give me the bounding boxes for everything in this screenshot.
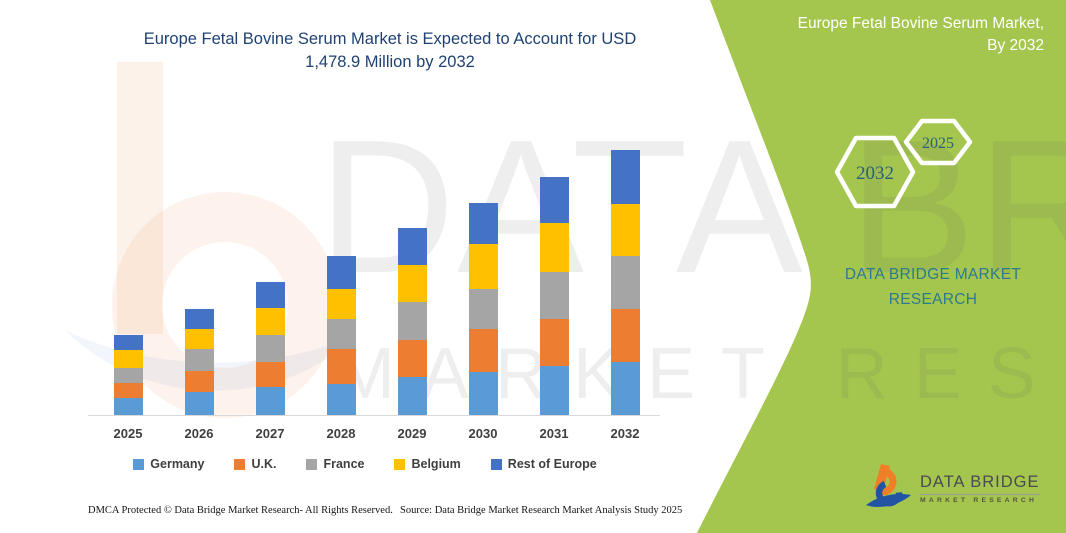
hexagon-2032	[834, 135, 916, 209]
bar-segment-u-k--2026	[184, 371, 214, 393]
legend-swatch	[490, 458, 502, 470]
stacked-bar-chart: 2025 2026 2027 2028 2029 2030 2031 2032	[113, 150, 640, 441]
legend-label: Rest of Europe	[507, 457, 597, 471]
x-tick-2025: 2025	[113, 426, 143, 441]
bar-segment-germany-2025	[113, 398, 143, 415]
hexagon-2025-label: 2025	[922, 135, 954, 152]
side-panel-heading-line1: Europe Fetal Bovine Serum Market,	[797, 15, 1044, 32]
bar-2032	[610, 150, 640, 415]
x-tick-2027: 2027	[255, 426, 285, 441]
logo-subtitle: MARKET RESEARCH	[920, 496, 1038, 504]
bar-segment-germany-2030	[468, 371, 498, 415]
legend-swatch	[133, 458, 145, 470]
bar-2025	[113, 334, 143, 415]
bar-segment-rest-of-europe-2031	[539, 177, 569, 224]
hexagon-2032-label: 2032	[856, 163, 894, 184]
legend-item-belgium: Belgium	[394, 457, 461, 471]
bar-segment-france-2025	[113, 368, 143, 384]
watermark-text-databridge: DATA BRIDGE	[318, 101, 1066, 313]
legend-item-rest-of-europe: Rest of Europe	[490, 457, 597, 471]
bar-segment-rest-of-europe-2029	[397, 227, 427, 265]
chart-title-line1: Europe Fetal Bovine Serum Market is Expe…	[143, 30, 637, 48]
bar-segment-france-2026	[184, 349, 214, 372]
bar-segment-belgium-2032	[610, 203, 640, 256]
hexagon-2025	[903, 118, 973, 166]
databridge-logo-icon	[866, 464, 911, 507]
legend-swatch	[234, 458, 246, 470]
bar-segment-u-k--2028	[326, 349, 356, 384]
watermark-text-marketresearch: MARKET RESEARCH	[335, 334, 1066, 414]
bar-segment-germany-2029	[397, 376, 427, 415]
bar-2031	[539, 177, 569, 415]
bar-segment-belgium-2027	[255, 307, 285, 335]
bar-segment-rest-of-europe-2028	[326, 256, 356, 290]
bar-segment-rest-of-europe-2027	[255, 281, 285, 308]
x-tick-2032: 2032	[610, 426, 640, 441]
x-tick-2030: 2030	[468, 426, 498, 441]
bar-2030	[468, 203, 498, 415]
bar-segment-u-k--2027	[255, 361, 285, 387]
bar-segment-france-2027	[255, 334, 285, 362]
x-axis-line	[88, 415, 660, 416]
bar-segment-rest-of-europe-2030	[468, 203, 498, 245]
legend-item-germany: Germany	[133, 457, 204, 471]
x-tick-2029: 2029	[397, 426, 427, 441]
bar-segment-germany-2032	[610, 361, 640, 415]
bar-segment-belgium-2030	[468, 244, 498, 290]
bar-segment-rest-of-europe-2032	[610, 150, 640, 204]
bar-segment-belgium-2028	[326, 289, 356, 320]
chart-title-line2: 1,478.9 Million by 2032	[305, 53, 475, 71]
bar-segment-germany-2028	[326, 383, 356, 415]
bar-segment-rest-of-europe-2026	[184, 308, 214, 329]
legend-label: Belgium	[411, 457, 461, 471]
side-panel-heading: Europe Fetal Bovine Serum Market, By 203…	[744, 13, 1044, 57]
legend-item-u-k-: U.K.	[234, 457, 276, 471]
bar-segment-u-k--2030	[468, 328, 498, 372]
bar-segment-rest-of-europe-2025	[113, 334, 143, 350]
logo-title: DATA BRIDGE	[920, 473, 1040, 495]
legend-label: U.K.	[251, 457, 277, 471]
legend-item-france: France	[306, 457, 364, 471]
bar-segment-belgium-2031	[539, 223, 569, 273]
bar-segment-u-k--2029	[397, 339, 427, 377]
year-hexagons: 2032 2025	[834, 118, 973, 209]
legend-label: Germany	[150, 457, 205, 471]
bar-segment-belgium-2026	[184, 328, 214, 350]
legend-swatch	[306, 458, 318, 470]
legend-label: France	[323, 457, 365, 471]
source-note: Source: Data Bridge Market Research Mark…	[400, 505, 683, 516]
bar-segment-france-2028	[326, 319, 356, 350]
dmca-note: DMCA Protected © Data Bridge Market Rese…	[88, 505, 393, 516]
bar-2028	[326, 256, 356, 415]
bar-segment-u-k--2032	[610, 308, 640, 362]
bar-segment-germany-2026	[184, 392, 214, 415]
bar-segment-france-2029	[397, 301, 427, 340]
bar-segment-germany-2027	[255, 387, 285, 415]
legend-swatch	[394, 458, 406, 470]
company-logo: DATA BRIDGE MARKET RESEARCH	[866, 464, 1040, 512]
x-tick-2026: 2026	[184, 426, 214, 441]
x-tick-2028: 2028	[326, 426, 356, 441]
bar-2029	[397, 227, 427, 415]
bar-segment-belgium-2025	[113, 349, 143, 369]
chart-legend: Germany U.K. France Belgium Rest of Europe	[100, 457, 630, 471]
bar-segment-u-k--2025	[113, 383, 143, 399]
x-tick-2031: 2031	[539, 426, 569, 441]
bar-2026	[184, 308, 214, 415]
bar-segment-france-2030	[468, 289, 498, 329]
bar-2027	[255, 281, 285, 415]
bar-segment-belgium-2029	[397, 264, 427, 302]
side-panel-heading-line2: By 2032	[987, 37, 1044, 54]
green-wave	[697, 0, 1066, 533]
chart-title: Europe Fetal Bovine Serum Market is Expe…	[88, 28, 692, 74]
bar-segment-france-2032	[610, 255, 640, 309]
bar-segment-germany-2031	[539, 366, 569, 415]
brand-text: DATA BRIDGE MARKET RESEARCH	[844, 266, 1022, 308]
bar-segment-u-k--2031	[539, 319, 569, 367]
bar-segment-france-2031	[539, 272, 569, 320]
